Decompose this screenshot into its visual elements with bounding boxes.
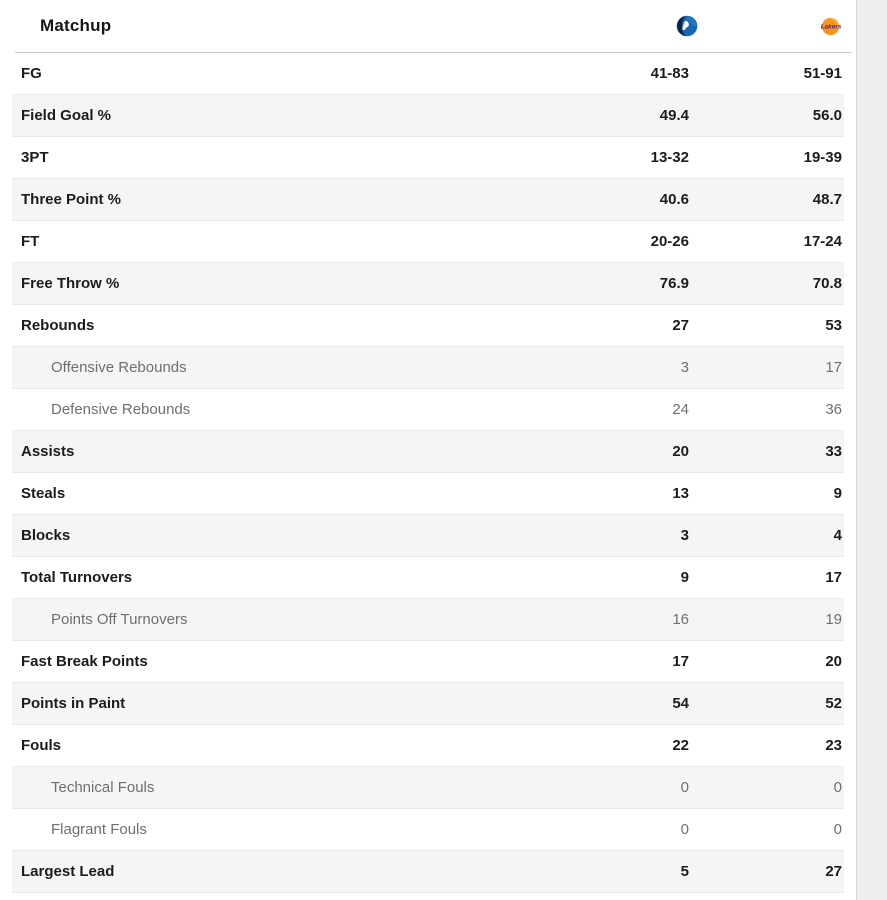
stat-row: Points in Paint 54 52 — [12, 683, 844, 725]
stat-value-away: 27 — [672, 317, 689, 334]
stat-value-home: 36 — [825, 401, 842, 418]
stat-row: Fast Break Points 17 20 — [12, 641, 844, 683]
stat-value-home: 27 — [825, 863, 842, 880]
stat-value-away: 41-83 — [650, 65, 689, 82]
stat-value-away: 13 — [672, 485, 689, 502]
stats-table-body: FG 41-83 51-91 Field Goal % 49.4 56.0 3P… — [0, 53, 856, 893]
stat-value-away: 16 — [672, 611, 689, 628]
stat-value-away: 0 — [680, 821, 689, 838]
stat-value-away: 5 — [680, 863, 689, 880]
stat-value-home: 23 — [825, 737, 842, 754]
matchup-panel: Matchup Lakers FG 41-83 51-91 Field Goal… — [0, 0, 857, 900]
stat-row: Three Point % 40.6 48.7 — [12, 179, 844, 221]
stat-label: Steals — [21, 485, 66, 502]
home-team-logo-cell: Lakers — [689, 15, 842, 37]
stat-value-home: 19-39 — [803, 149, 842, 166]
stat-value-home: 52 — [825, 695, 842, 712]
stat-label: Technical Fouls — [51, 779, 155, 796]
svg-text:Lakers: Lakers — [821, 24, 842, 31]
stat-label: Fouls — [21, 737, 61, 754]
stat-row: FG 41-83 51-91 — [12, 53, 844, 95]
stat-value-home: 17 — [825, 359, 842, 376]
stat-value-away: 20 — [672, 443, 689, 460]
stat-row: FT 20-26 17-24 — [12, 221, 844, 263]
stat-label: Field Goal % — [21, 107, 112, 124]
stat-row: Offensive Rebounds 3 17 — [12, 347, 844, 389]
stat-row: Blocks 3 4 — [12, 515, 844, 557]
stat-label: Total Turnovers — [21, 569, 133, 586]
stat-label: Flagrant Fouls — [51, 821, 147, 838]
stat-value-away: 76.9 — [659, 275, 689, 292]
stat-value-home: 17 — [825, 569, 842, 586]
stat-label: Blocks — [21, 527, 71, 544]
stat-value-home: 17-24 — [803, 233, 842, 250]
stat-value-home: 70.8 — [812, 275, 842, 292]
stat-row: Points Off Turnovers 16 19 — [12, 599, 844, 641]
stat-label: FT — [21, 233, 40, 250]
stat-value-away: 20-26 — [650, 233, 689, 250]
stat-value-away: 24 — [672, 401, 689, 418]
header-divider — [15, 52, 852, 53]
stat-label: Defensive Rebounds — [51, 401, 191, 418]
stat-value-away: 49.4 — [659, 107, 689, 124]
stat-value-home: 48.7 — [812, 191, 842, 208]
stat-row: Technical Fouls 0 0 — [12, 767, 844, 809]
stat-value-home: 33 — [825, 443, 842, 460]
stat-label: Assists — [21, 443, 75, 460]
lakers-logo: Lakers — [821, 17, 842, 36]
stat-row: Fouls 22 23 — [12, 725, 844, 767]
stat-value-home: 53 — [825, 317, 842, 334]
stat-row: Field Goal % 49.4 56.0 — [12, 95, 844, 137]
stat-label: Three Point % — [21, 191, 122, 208]
stat-value-away: 40.6 — [659, 191, 689, 208]
stat-row: Defensive Rebounds 24 36 — [12, 389, 844, 431]
stat-value-away: 3 — [680, 359, 689, 376]
stat-value-away: 13-32 — [650, 149, 689, 166]
stat-value-home: 51-91 — [803, 65, 842, 82]
stat-label: FG — [21, 65, 42, 82]
stat-row: Flagrant Fouls 0 0 — [12, 809, 844, 851]
matchup-title: Matchup — [40, 16, 112, 35]
stat-label: 3PT — [21, 149, 49, 166]
stat-value-away: 54 — [672, 695, 689, 712]
stat-row: Total Turnovers 9 17 — [12, 557, 844, 599]
stat-label: Points in Paint — [21, 695, 126, 712]
stat-value-away: 0 — [680, 779, 689, 796]
stat-row: 3PT 13-32 19-39 — [12, 137, 844, 179]
stat-value-away: 17 — [672, 653, 689, 670]
stat-row: Steals 13 9 — [12, 473, 844, 515]
stat-label: Fast Break Points — [21, 653, 148, 670]
stat-value-away: 3 — [680, 527, 689, 544]
stat-value-home: 20 — [825, 653, 842, 670]
stat-value-home: 9 — [833, 485, 842, 502]
stat-value-home: 19 — [825, 611, 842, 628]
stat-row: Free Throw % 76.9 70.8 — [12, 263, 844, 305]
away-team-logo-cell — [548, 15, 698, 37]
stat-value-away: 22 — [672, 737, 689, 754]
stat-value-home: 0 — [833, 821, 842, 838]
matchup-header: Matchup Lakers — [12, 0, 844, 52]
stat-label: Points Off Turnovers — [51, 611, 188, 628]
stat-row: Assists 20 33 — [12, 431, 844, 473]
stat-value-home: 4 — [833, 527, 842, 544]
stat-row: Largest Lead 5 27 — [12, 851, 844, 893]
stat-label: Free Throw % — [21, 275, 120, 292]
stat-value-away: 9 — [680, 569, 689, 586]
stat-value-home: 56.0 — [812, 107, 842, 124]
stat-value-home: 0 — [833, 779, 842, 796]
stat-row: Rebounds 27 53 — [12, 305, 844, 347]
stat-label: Offensive Rebounds — [51, 359, 187, 376]
stat-label: Largest Lead — [21, 863, 115, 880]
stat-label: Rebounds — [21, 317, 95, 334]
mavericks-logo — [676, 15, 698, 37]
